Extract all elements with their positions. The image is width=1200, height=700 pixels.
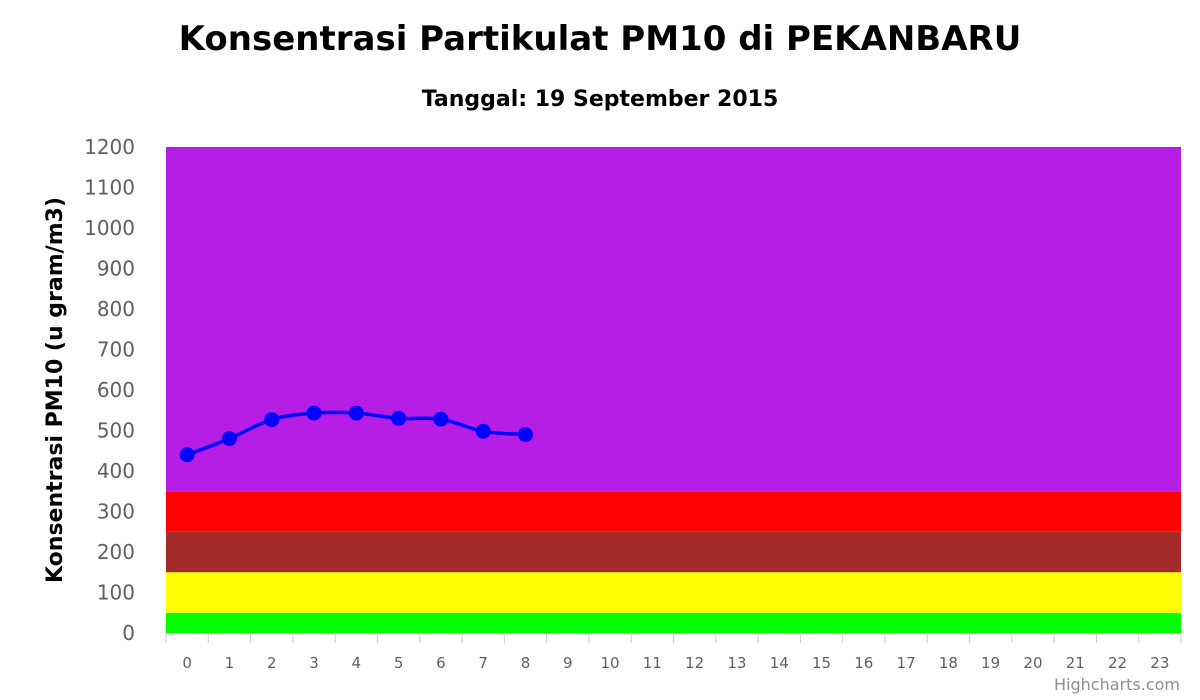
y-tick-label: 200: [97, 540, 135, 564]
y-tick-label: 1100: [84, 176, 135, 200]
data-point[interactable]: [264, 412, 280, 428]
plot-band-2: [166, 531, 1181, 573]
x-tick-label: 10: [601, 654, 620, 672]
x-tick-label: 4: [352, 654, 362, 672]
x-tick-label: 3: [309, 654, 319, 672]
chart-title: Konsentrasi Partikulat PM10 di PEKANBARU: [179, 19, 1022, 59]
data-point[interactable]: [348, 405, 364, 421]
x-tick-label: 8: [521, 654, 531, 672]
x-tick-label: 14: [770, 654, 789, 672]
y-tick-label: 800: [97, 297, 135, 321]
y-axis-label: Konsentrasi PM10 (u gram/m3): [43, 197, 68, 583]
y-tick-label: 400: [97, 459, 135, 483]
x-tick-label: 13: [727, 654, 746, 672]
data-point[interactable]: [517, 427, 533, 443]
x-tick-label: 5: [394, 654, 404, 672]
x-tick-label: 18: [939, 654, 958, 672]
data-point[interactable]: [391, 410, 407, 426]
y-tick-label: 500: [97, 419, 135, 443]
y-tick-label: 600: [97, 378, 135, 402]
x-tick-label: 17: [897, 654, 916, 672]
series-layer: [179, 405, 533, 463]
y-tick-label: 1000: [84, 216, 135, 240]
plot-bands: [166, 147, 1181, 633]
x-tick-label: 12: [685, 654, 704, 672]
x-tick-label: 9: [563, 654, 573, 672]
x-tick-label: 6: [436, 654, 446, 672]
x-tick-label: 20: [1023, 654, 1042, 672]
x-tick-label: 1: [225, 654, 235, 672]
y-tick-label: 300: [97, 500, 135, 524]
x-tick-label: 19: [981, 654, 1000, 672]
chart-subtitle: Tanggal: 19 September 2015: [422, 87, 779, 112]
plot-band-1: [166, 572, 1181, 613]
y-tick-label: 900: [97, 257, 135, 281]
y-tick-label: 100: [97, 581, 135, 605]
plot-band-4: [166, 147, 1181, 492]
data-point[interactable]: [433, 411, 449, 427]
x-tick-label: 15: [812, 654, 831, 672]
x-tick-label: 2: [267, 654, 277, 672]
y-axis-ticks: 0 100 200 300 400 500 600 700 800 900 1000 1100 1200: [84, 135, 135, 645]
data-point[interactable]: [475, 423, 491, 439]
x-tick-label: 0: [182, 654, 192, 672]
x-tick-label: 16: [854, 654, 873, 672]
x-tick-label: 23: [1150, 654, 1169, 672]
y-tick-label: 1200: [84, 135, 135, 159]
credits-link[interactable]: Highcharts.com: [1054, 675, 1180, 694]
y-tick-label: 700: [97, 338, 135, 362]
x-tick-label: 22: [1108, 654, 1127, 672]
plot-band-0: [166, 612, 1181, 633]
x-tick-label: 11: [643, 654, 662, 672]
plot-band-3: [166, 491, 1181, 532]
data-point[interactable]: [179, 447, 195, 463]
x-axis: 0 1 2 3 4 5 6 7 8 9 10 11 12 13 14 15 16 17 18 19 20 21 22 23: [165, 633, 1182, 672]
x-tick-label: 7: [478, 654, 488, 672]
data-point[interactable]: [306, 405, 322, 421]
data-point[interactable]: [221, 431, 237, 447]
x-tick-label: 21: [1066, 654, 1085, 672]
y-tick-label: 0: [122, 621, 135, 645]
